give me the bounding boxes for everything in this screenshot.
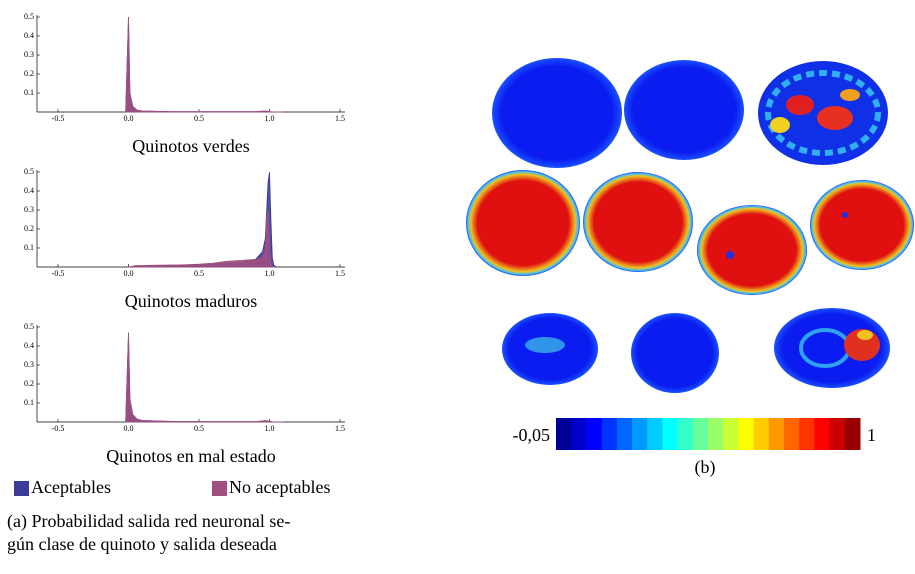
colorbar-step <box>586 418 602 450</box>
legend-label: Aceptables <box>31 477 111 497</box>
colorbar-step <box>769 418 785 450</box>
colorbar-step <box>662 418 678 450</box>
y-tick-label: 0.3 <box>24 50 34 59</box>
x-tick-label: 1.5 <box>335 269 345 278</box>
colorbar-step <box>556 418 572 450</box>
fruit <box>466 170 580 276</box>
area <box>129 210 277 267</box>
fruit-images <box>466 58 914 393</box>
y-tick-label: 0.5 <box>24 322 34 331</box>
y-tick-label: 0.1 <box>24 88 34 97</box>
legend-swatch <box>14 481 29 496</box>
colorbar-step <box>814 418 830 450</box>
area <box>126 333 284 422</box>
y-tick-label: 0.4 <box>24 31 34 40</box>
caption: (a) Probabilidad salida red neuronal se- <box>7 511 290 532</box>
x-tick-label: -0.5 <box>52 269 65 278</box>
colorbar-step <box>830 418 846 450</box>
colorbar-step <box>799 418 815 450</box>
x-tick-label: -0.5 <box>52 424 65 433</box>
legend-label: No aceptables <box>229 477 330 497</box>
caption: gún clase de quinoto y salida deseada <box>7 534 277 554</box>
x-tick-label: 0.0 <box>124 424 134 433</box>
x-tick-label: 0.0 <box>124 114 134 123</box>
x-tick-label: 0.5 <box>194 424 204 433</box>
x-tick-label: 1.0 <box>265 114 275 123</box>
colorbar-step <box>738 418 754 450</box>
y-tick-label: 0.4 <box>24 186 34 195</box>
fruit <box>492 58 622 168</box>
y-tick-label: 0.1 <box>24 243 34 252</box>
fruit-patch <box>786 95 814 115</box>
x-tick-label: 0.5 <box>194 269 204 278</box>
fruit <box>697 205 807 295</box>
colorbar-step <box>845 418 861 450</box>
fruit <box>624 60 744 160</box>
colorbar-step <box>708 418 724 450</box>
x-tick-label: 0.0 <box>124 269 134 278</box>
y-tick-label: 0.2 <box>24 69 34 78</box>
colorbar <box>556 418 861 450</box>
chart-title: Quinotos en mal estado <box>106 446 275 466</box>
area <box>126 17 284 112</box>
caption: (b) <box>695 457 716 478</box>
fruit <box>631 313 719 393</box>
chart-title: Quinotos verdes <box>132 136 249 156</box>
area <box>126 17 284 112</box>
y-tick-label: 0.5 <box>24 167 34 176</box>
fruit <box>583 172 693 272</box>
fruit-patch <box>817 106 853 130</box>
fruit <box>810 180 914 270</box>
legend-swatch <box>212 481 227 496</box>
chart-title: Quinotos maduros <box>125 291 258 311</box>
y-tick-label: 0.4 <box>24 341 34 350</box>
y-tick-label: 0.3 <box>24 205 34 214</box>
colorbar-step <box>784 418 800 450</box>
colorbar-step <box>693 418 709 450</box>
colorbar-step <box>632 418 648 450</box>
y-tick-label: 0.2 <box>24 224 34 233</box>
fruit-patch <box>770 117 790 133</box>
y-tick-label: 0.5 <box>24 12 34 21</box>
figure: -0,05 1 (b) Aceptables No aceptables (a)… <box>0 0 915 569</box>
fruit-patch <box>726 251 734 259</box>
x-tick-label: -0.5 <box>52 114 65 123</box>
x-tick-label: 1.0 <box>265 424 275 433</box>
y-tick-label: 0.1 <box>24 398 34 407</box>
colorbar-step <box>617 418 633 450</box>
colorbar-step <box>647 418 663 450</box>
colorbar-step <box>602 418 618 450</box>
colorbar-step <box>754 418 770 450</box>
fruit-patch <box>842 212 848 218</box>
x-tick-label: 1.0 <box>265 269 275 278</box>
fruit-patch <box>857 330 873 340</box>
colorbar-step <box>678 418 694 450</box>
fruit-patch <box>840 89 860 101</box>
x-tick-label: 1.5 <box>335 424 345 433</box>
colorbar-min-label: -0,05 <box>513 425 551 445</box>
x-tick-label: 0.5 <box>194 114 204 123</box>
x-tick-label: 1.5 <box>335 114 345 123</box>
area <box>126 333 284 422</box>
area <box>129 172 277 267</box>
fruit-patch <box>525 337 565 353</box>
y-tick-label: 0.3 <box>24 360 34 369</box>
colorbar-step <box>723 418 739 450</box>
colorbar-max-label: 1 <box>867 425 876 445</box>
colorbar-step <box>571 418 587 450</box>
y-tick-label: 0.2 <box>24 379 34 388</box>
page: {"chart_data": [ {"type": "area", "title… <box>0 0 915 569</box>
